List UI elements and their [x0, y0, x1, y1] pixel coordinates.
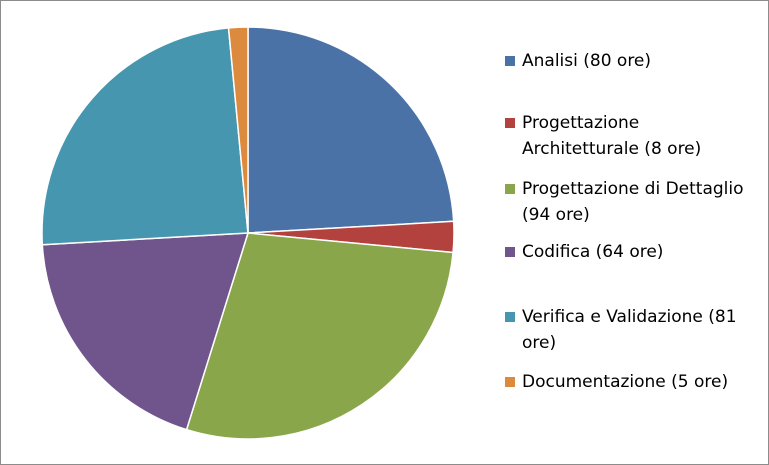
pie-slice-analisi — [247, 26, 455, 234]
legend-label-codifica: Codifica (64 ore) — [522, 242, 664, 262]
legend-label-progettazione-dettaglio: Progettazione di Dettaglio (94 ore) — [522, 179, 744, 225]
pie-slice-verifica-validazione — [41, 27, 249, 246]
legend-swatch-progettazione-architetturale — [505, 118, 515, 128]
chart-legend: Analisi (80 ore) Progettazione Architett… — [505, 1, 767, 464]
legend-label-analisi: Analisi (80 ore) — [522, 51, 652, 71]
legend-swatch-verifica-validazione — [505, 312, 515, 322]
pie-slice-codifica — [41, 232, 249, 431]
legend-label-documentazione: Documentazione (5 ore) — [522, 372, 729, 392]
legend-swatch-analisi — [505, 56, 515, 66]
legend-swatch-codifica — [505, 247, 515, 257]
legend-swatch-documentazione — [505, 377, 515, 387]
legend-swatch-progettazione-dettaglio — [505, 184, 515, 194]
pie-slice-documentazione — [227, 26, 249, 234]
legend-label-verifica-validazione: Verifica e Validazione (81 ore) — [522, 307, 737, 353]
legend-label-progettazione-architetturale: Progettazione Architetturale (8 ore) — [522, 113, 702, 159]
pie-slice-progettazione-dettaglio — [185, 232, 454, 440]
